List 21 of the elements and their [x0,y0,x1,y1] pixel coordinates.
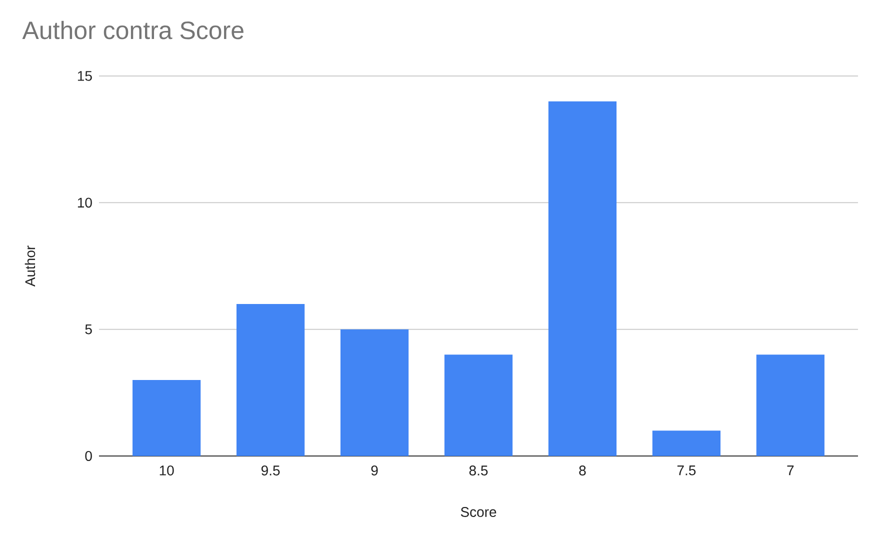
bar [756,354,824,456]
bar [236,304,305,456]
x-tick-label: 8 [579,466,586,476]
bar [132,380,201,456]
x-tick-label: 7.5 [677,466,696,476]
y-tick-label: 10 [78,198,92,208]
chart-title: Author contra Score [22,20,244,40]
x-tick-label: 9.5 [261,466,280,476]
x-tick-label: 7 [787,466,794,476]
x-tick-label: 8.5 [469,466,488,476]
x-axis-title: Score [460,507,496,517]
y-tick-label: 5 [85,324,92,334]
y-tick-label: 0 [85,451,92,461]
x-tick-label: 10 [160,466,174,476]
bar [548,101,617,456]
bar [652,430,720,456]
x-tick-label: 9 [371,466,378,476]
y-tick-label: 15 [78,71,92,81]
y-axis-title: Author [24,246,36,287]
bar [444,354,513,456]
bar [340,329,409,456]
